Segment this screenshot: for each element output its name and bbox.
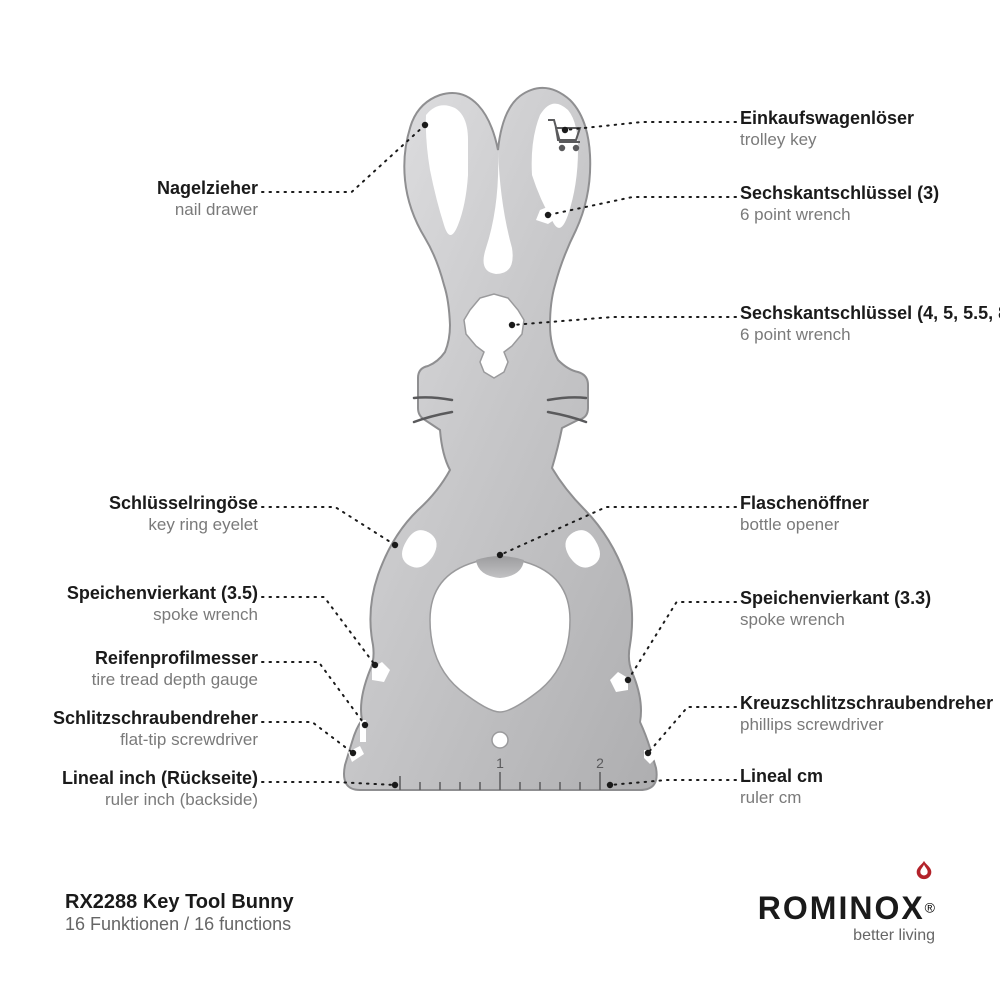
connector-line — [548, 197, 736, 215]
label-en: phillips screwdriver — [740, 715, 993, 735]
label-en: ruler inch (backside) — [62, 790, 258, 810]
label: Lineal cmruler cm — [740, 766, 823, 808]
infographic-stage: 1 2 Nagelziehernail drawerSchlüsselringö… — [0, 0, 1000, 1000]
label-en: flat-tip screwdriver — [53, 730, 258, 750]
connector-dot — [562, 127, 568, 133]
connector-line — [262, 662, 365, 725]
label-en: spoke wrench — [67, 605, 258, 625]
label-de: Einkaufswagenlöser — [740, 108, 914, 130]
connector-dot — [625, 677, 631, 683]
label: Speichenvierkant (3.3)spoke wrench — [740, 588, 931, 630]
label-en: trolley key — [740, 130, 914, 150]
connector-line — [565, 122, 736, 130]
label: Reifenprofilmessertire tread depth gauge — [92, 648, 258, 690]
connector-dot — [422, 122, 428, 128]
label-de: Speichenvierkant (3.3) — [740, 588, 931, 610]
connector-dot — [362, 722, 368, 728]
label-de: Lineal cm — [740, 766, 823, 788]
connector-dot — [645, 750, 651, 756]
label-de: Speichenvierkant (3.5) — [67, 583, 258, 605]
label: Flaschenöffnerbottle opener — [740, 493, 869, 535]
connector-line — [500, 507, 736, 555]
label-en: ruler cm — [740, 788, 823, 808]
brand-name: ROMINOX — [758, 890, 925, 926]
label-de: Lineal inch (Rückseite) — [62, 768, 258, 790]
connector-line — [512, 317, 736, 325]
connector-line — [610, 780, 736, 785]
label-en: key ring eyelet — [109, 515, 258, 535]
connector-line — [628, 602, 736, 680]
label: Speichenvierkant (3.5)spoke wrench — [67, 583, 258, 625]
connector-dot — [607, 782, 613, 788]
connector-line — [262, 125, 425, 192]
label-de: Flaschenöffner — [740, 493, 869, 515]
brand-logo-icon — [913, 859, 935, 881]
label-en: nail drawer — [157, 200, 258, 220]
connector-dot — [497, 552, 503, 558]
label-de: Schlüsselringöse — [109, 493, 258, 515]
label-de: Kreuzschlitzschraubendreher — [740, 693, 993, 715]
connector-line — [262, 507, 395, 545]
label: Kreuzschlitzschraubendreherphillips scre… — [740, 693, 993, 735]
label-en: 6 point wrench — [740, 325, 1000, 345]
connector-line — [262, 722, 353, 753]
connector-dot — [509, 322, 515, 328]
product-model: RX2288 Key Tool Bunny — [65, 891, 294, 914]
connector-dot — [372, 662, 378, 668]
connector-dot — [392, 782, 398, 788]
label: Lineal inch (Rückseite)ruler inch (backs… — [62, 768, 258, 810]
label-de: Nagelzieher — [157, 178, 258, 200]
label: Sechskantschlüssel (4, 5, 5.5, 8)6 point… — [740, 303, 1000, 345]
label-en: tire tread depth gauge — [92, 670, 258, 690]
brand-reg-icon: ® — [925, 900, 935, 916]
product-title: RX2288 Key Tool Bunny 16 Funktionen / 16… — [65, 891, 294, 935]
connector-dot — [392, 542, 398, 548]
label-en: 6 point wrench — [740, 205, 939, 225]
product-subtitle: 16 Funktionen / 16 functions — [65, 914, 294, 935]
label: Einkaufswagenlösertrolley key — [740, 108, 914, 150]
connector-dot — [545, 212, 551, 218]
label: Sechskantschlüssel (3)6 point wrench — [740, 183, 939, 225]
connector-dot — [350, 750, 356, 756]
connector-line — [262, 597, 375, 665]
label-de: Sechskantschlüssel (3) — [740, 183, 939, 205]
connector-line — [648, 707, 736, 753]
brand: ROMINOX® better living — [758, 859, 935, 945]
label-en: spoke wrench — [740, 610, 931, 630]
label: Schlitzschraubendreherflat-tip screwdriv… — [53, 708, 258, 750]
label-en: bottle opener — [740, 515, 869, 535]
label-de: Schlitzschraubendreher — [53, 708, 258, 730]
label: Nagelziehernail drawer — [157, 178, 258, 220]
connector-line — [262, 782, 395, 785]
label-de: Sechskantschlüssel (4, 5, 5.5, 8) — [740, 303, 1000, 325]
brand-tagline: better living — [758, 927, 935, 945]
label-de: Reifenprofilmesser — [92, 648, 258, 670]
label: Schlüsselringösekey ring eyelet — [109, 493, 258, 535]
